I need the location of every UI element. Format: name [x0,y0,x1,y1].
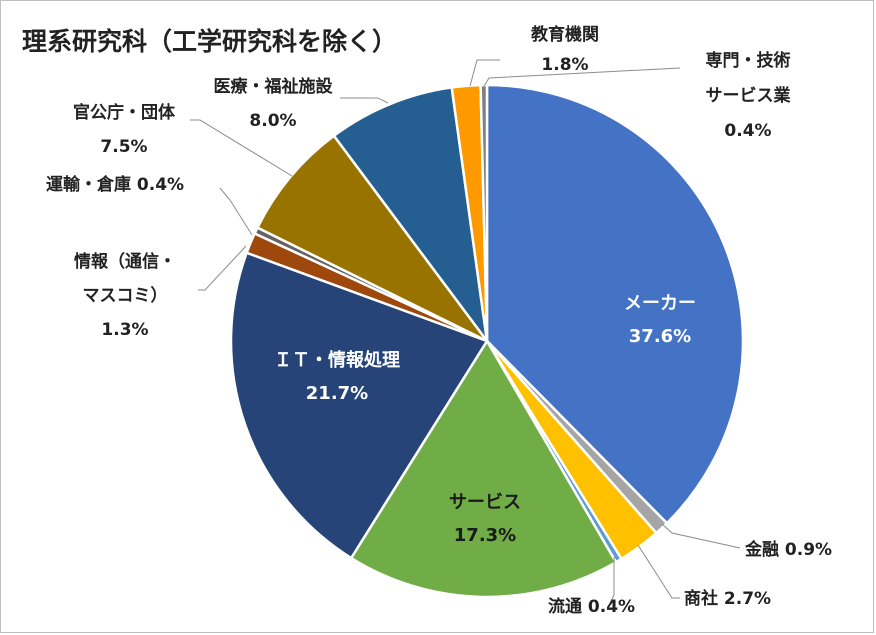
slice-pct-joho: 1.3% [101,320,148,340]
leader-iryo [340,97,389,104]
pie-slice-0 [485,83,745,525]
slice-pct-it: 21.7% [306,383,368,404]
slice-pct-service: 17.3% [454,525,516,546]
slice-label-kinyu: 金融 0.9% [744,539,832,560]
slice-label-it: ＩＴ・情報処理 [274,349,400,371]
slice-label-maker: メーカー [624,293,696,314]
slice-label-unyu: 運輸・倉庫 0.4% [46,174,184,195]
leader-joho [198,245,247,291]
leader-shosha [637,544,680,599]
leader-kyoiku [469,59,500,87]
pie-slice-4 [349,339,618,599]
slice-label-iryo: 医療・福祉施設 [214,76,334,97]
slice-label-shosha: 商社 2.7% [684,588,771,609]
chart-title: 理系研究科（工学研究科を除く） [22,27,398,56]
slice-pct-kyoiku: 1.8% [541,55,588,75]
slice-label-ryutsu: 流通 0.4% [548,596,635,617]
slice-label-senmon-2: サービス業 [706,85,791,106]
pie-slice-8 [256,134,489,343]
leader-ryutsu [609,557,615,604]
leader-kinyu [661,523,741,549]
leader-kankocho [190,119,293,177]
slice-label-senmon-1: 専門・技術 [706,50,791,71]
slice-label-kankocho: 官公庁・団体 [73,102,176,123]
slice-pct-maker: 37.6% [629,326,691,347]
pie-slice-5 [229,251,489,560]
slice-label-joho-2: マスコミ） [83,285,168,306]
leader-senmon [483,67,681,87]
slice-pct-senmon: 0.4% [724,121,771,141]
pie-slice-9 [332,86,489,343]
leader-unyu [219,187,253,236]
slice-label-service: サービス [449,492,521,513]
slice-label-joho-1: 情報（通信・ [74,251,176,272]
pie-slice-11 [479,83,489,343]
slice-pct-kankocho: 7.5% [100,137,147,157]
slice-pct-iryo: 8.0% [249,111,296,131]
slice-label-kyoiku: 教育機関 [530,24,599,45]
